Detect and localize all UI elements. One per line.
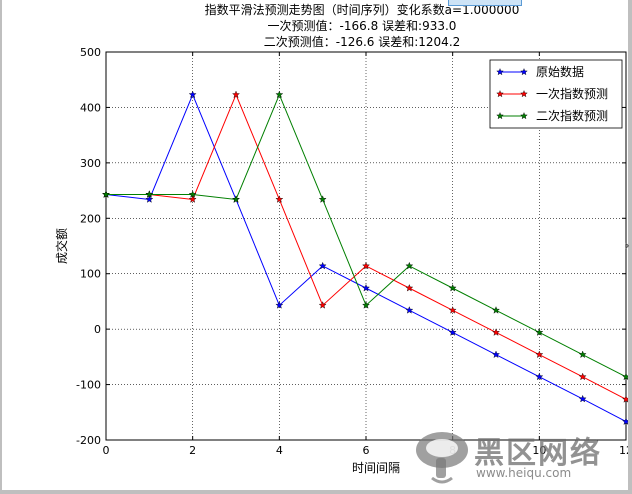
series-1-point (622, 417, 628, 425)
series-1-point (578, 394, 587, 403)
x-tick-label: 2 (189, 444, 196, 457)
x-axis-label: 时间间隔 (352, 461, 400, 475)
series-2-point (535, 350, 544, 359)
series-3-point (102, 190, 110, 198)
series-3-point (535, 328, 544, 336)
series-3-point (405, 261, 414, 270)
series-2-point (622, 395, 628, 403)
series-1-point (188, 90, 197, 99)
legend-marker-2 (520, 90, 528, 98)
window-tab[interactable] (448, 0, 522, 6)
legend-entry-2: 一次指数预测 (536, 86, 608, 101)
x-tick-label: 0 (103, 444, 110, 457)
y-tick-label: -100 (76, 379, 101, 392)
series-3-point (188, 190, 197, 198)
y-tick-label: 0 (94, 323, 101, 336)
chart-title-line-3: 二次预测值：-126.6 误差和:1204.2 (264, 34, 461, 49)
y-axis-label: 成交额 (54, 228, 69, 264)
series-2-point (362, 261, 370, 270)
series-line-2 (106, 93, 627, 400)
series-1-point (275, 301, 284, 309)
series-3-point (448, 283, 457, 292)
series-1-point (448, 328, 457, 336)
legend-entry-3: 二次指数预测 (536, 108, 608, 123)
x-tick-label: 6 (363, 444, 370, 457)
series-3-point (232, 195, 240, 203)
legend-marker-2 (496, 90, 504, 98)
series-line-1 (105, 93, 627, 423)
series-1-point (145, 195, 154, 203)
legend-marker-1 (520, 68, 528, 76)
y-tick-label: 500 (80, 46, 101, 59)
series-3-point (578, 350, 587, 359)
x-tick-label: 10 (532, 444, 546, 457)
series-3-point (318, 195, 327, 203)
y-tick-label: -200 (76, 434, 101, 447)
series-3-point (362, 301, 370, 309)
legend-entry-1: 原始数据 (536, 64, 584, 79)
series-2-point (232, 90, 240, 99)
series-3-point (622, 372, 628, 381)
chevron-right-icon[interactable]: › (624, 238, 630, 254)
y-tick-label: 400 (80, 101, 101, 114)
legend-marker-3 (496, 112, 504, 120)
series-3-point (145, 190, 154, 198)
series-2-point (405, 283, 414, 292)
bottom-ruler (0, 490, 632, 494)
series-2-point (275, 195, 284, 203)
y-tick-label: 200 (80, 212, 101, 225)
series-1-point (535, 372, 544, 381)
series-2-point (318, 301, 327, 309)
series-3-point (492, 306, 500, 314)
series-2-point (188, 195, 197, 203)
y-tick-label: 300 (80, 157, 101, 170)
series-2-point (492, 328, 500, 336)
series-1-point (318, 261, 327, 270)
legend-marker-3 (520, 112, 528, 120)
chart-title-line-1: 指数平滑法预测走势图（时间序列）变化系数a=1.000000 (205, 2, 520, 17)
x-tick-label: 4 (276, 444, 283, 457)
series-1-point (405, 306, 414, 314)
series-2-point (448, 306, 457, 314)
series-1-point (492, 350, 500, 359)
series-3-point (275, 90, 284, 99)
x-tick-label: 8 (449, 444, 456, 457)
y-tick-label: 100 (80, 268, 101, 281)
legend-marker-1 (496, 68, 504, 76)
x-tick-label: 12 (619, 444, 628, 457)
chart-title-line-2: 一次预测值：-166.8 误差和:933.0 (268, 18, 457, 33)
series-2-point (578, 372, 587, 381)
series-1-point (362, 283, 370, 292)
